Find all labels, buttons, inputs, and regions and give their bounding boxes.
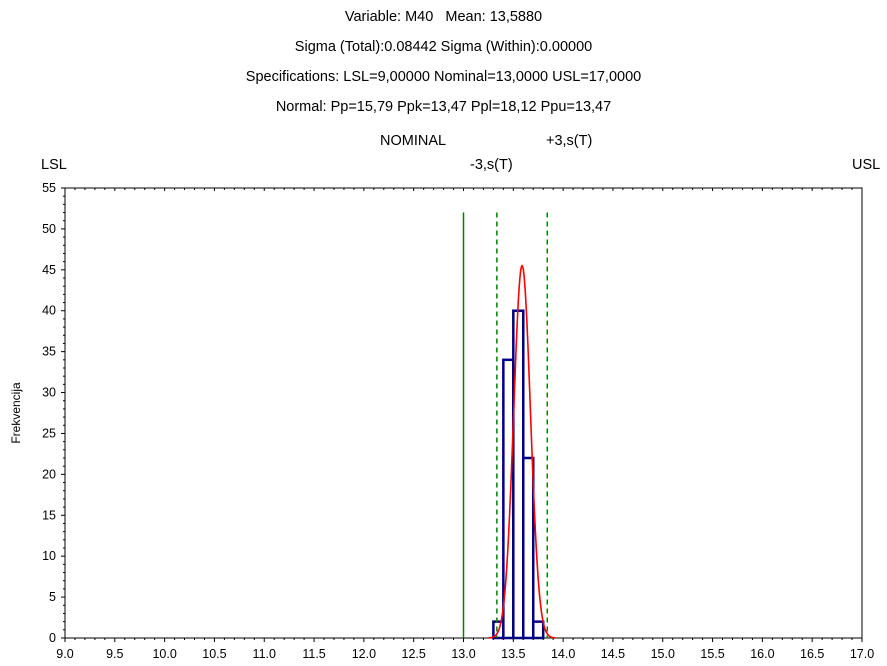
header-line-variable-mean: Variable: M40 Mean: 13,5880 [344,9,543,25]
axis-ticks [61,187,863,642]
y-tick-label: 45 [42,263,56,277]
y-tick-label: 40 [42,304,56,318]
x-tick-label: 14.5 [601,647,625,661]
y-tick-label: 20 [42,467,56,481]
x-tick-label: 16.0 [750,647,774,661]
x-tick-label: 13.0 [451,647,475,661]
reference-lines [462,212,549,638]
x-tick-label: 10.5 [202,647,226,661]
header-line-normal-indices: Normal: Pp=15,79 Ppk=13,47 Ppl=18,12 Ppu… [275,99,612,115]
x-tick-label: 15.0 [651,647,675,661]
x-tick-label: 11.5 [302,647,325,661]
y-tick-label: 35 [42,345,56,359]
header-line-specifications: Specifications: LSL=9,00000 Nominal=13,0… [245,69,642,85]
histogram-bar [531,620,545,640]
normal-curve-group [488,264,556,639]
x-tick-label: 15.5 [700,647,724,661]
x-tick-label: 13.5 [501,647,525,661]
lsl-label: LSL [41,157,67,173]
x-tick-label: 11.0 [253,647,276,661]
histogram-bar [512,309,525,640]
plus-3s-label: +3,s(T) [546,133,593,149]
y-tick-label: 10 [42,549,56,563]
normal-curve [488,264,556,639]
y-tick-label: 55 [42,181,56,195]
nominal-label: NOMINAL [380,133,447,149]
x-tick-label: 16.5 [800,647,824,661]
y-tick-label: 30 [42,386,56,400]
x-tick-label: 10.0 [152,647,176,661]
histogram-bar [522,456,535,640]
x-tick-label: 9.0 [56,647,73,661]
y-tick-label: 5 [49,590,56,604]
y-tick-label: 0 [49,631,56,645]
x-tick-label: 12.5 [402,647,426,661]
usl-label: USL [852,157,881,173]
x-tick-label: 14.0 [551,647,575,661]
y-tick-label: 15 [42,508,56,522]
y-tick-label: 50 [42,222,56,236]
minus-3s-label: -3,s(T) [470,157,513,173]
x-tick-label: 12.0 [352,647,376,661]
x-tick-label: 9.5 [106,647,123,661]
histogram-bars [492,309,545,640]
y-tick-label: 25 [42,426,56,440]
y-axis-label: Frekvencija [9,382,23,444]
header-line-sigma: Sigma (Total):0.08442 Sigma (Within):0.0… [294,39,593,55]
x-tick-label: 17.0 [850,647,874,661]
axis-tick-labels: 0 5 10 15 20 25 30 35 40 45 50 55 9.0 9.5 10.0 10.5 11.0… [42,181,874,661]
